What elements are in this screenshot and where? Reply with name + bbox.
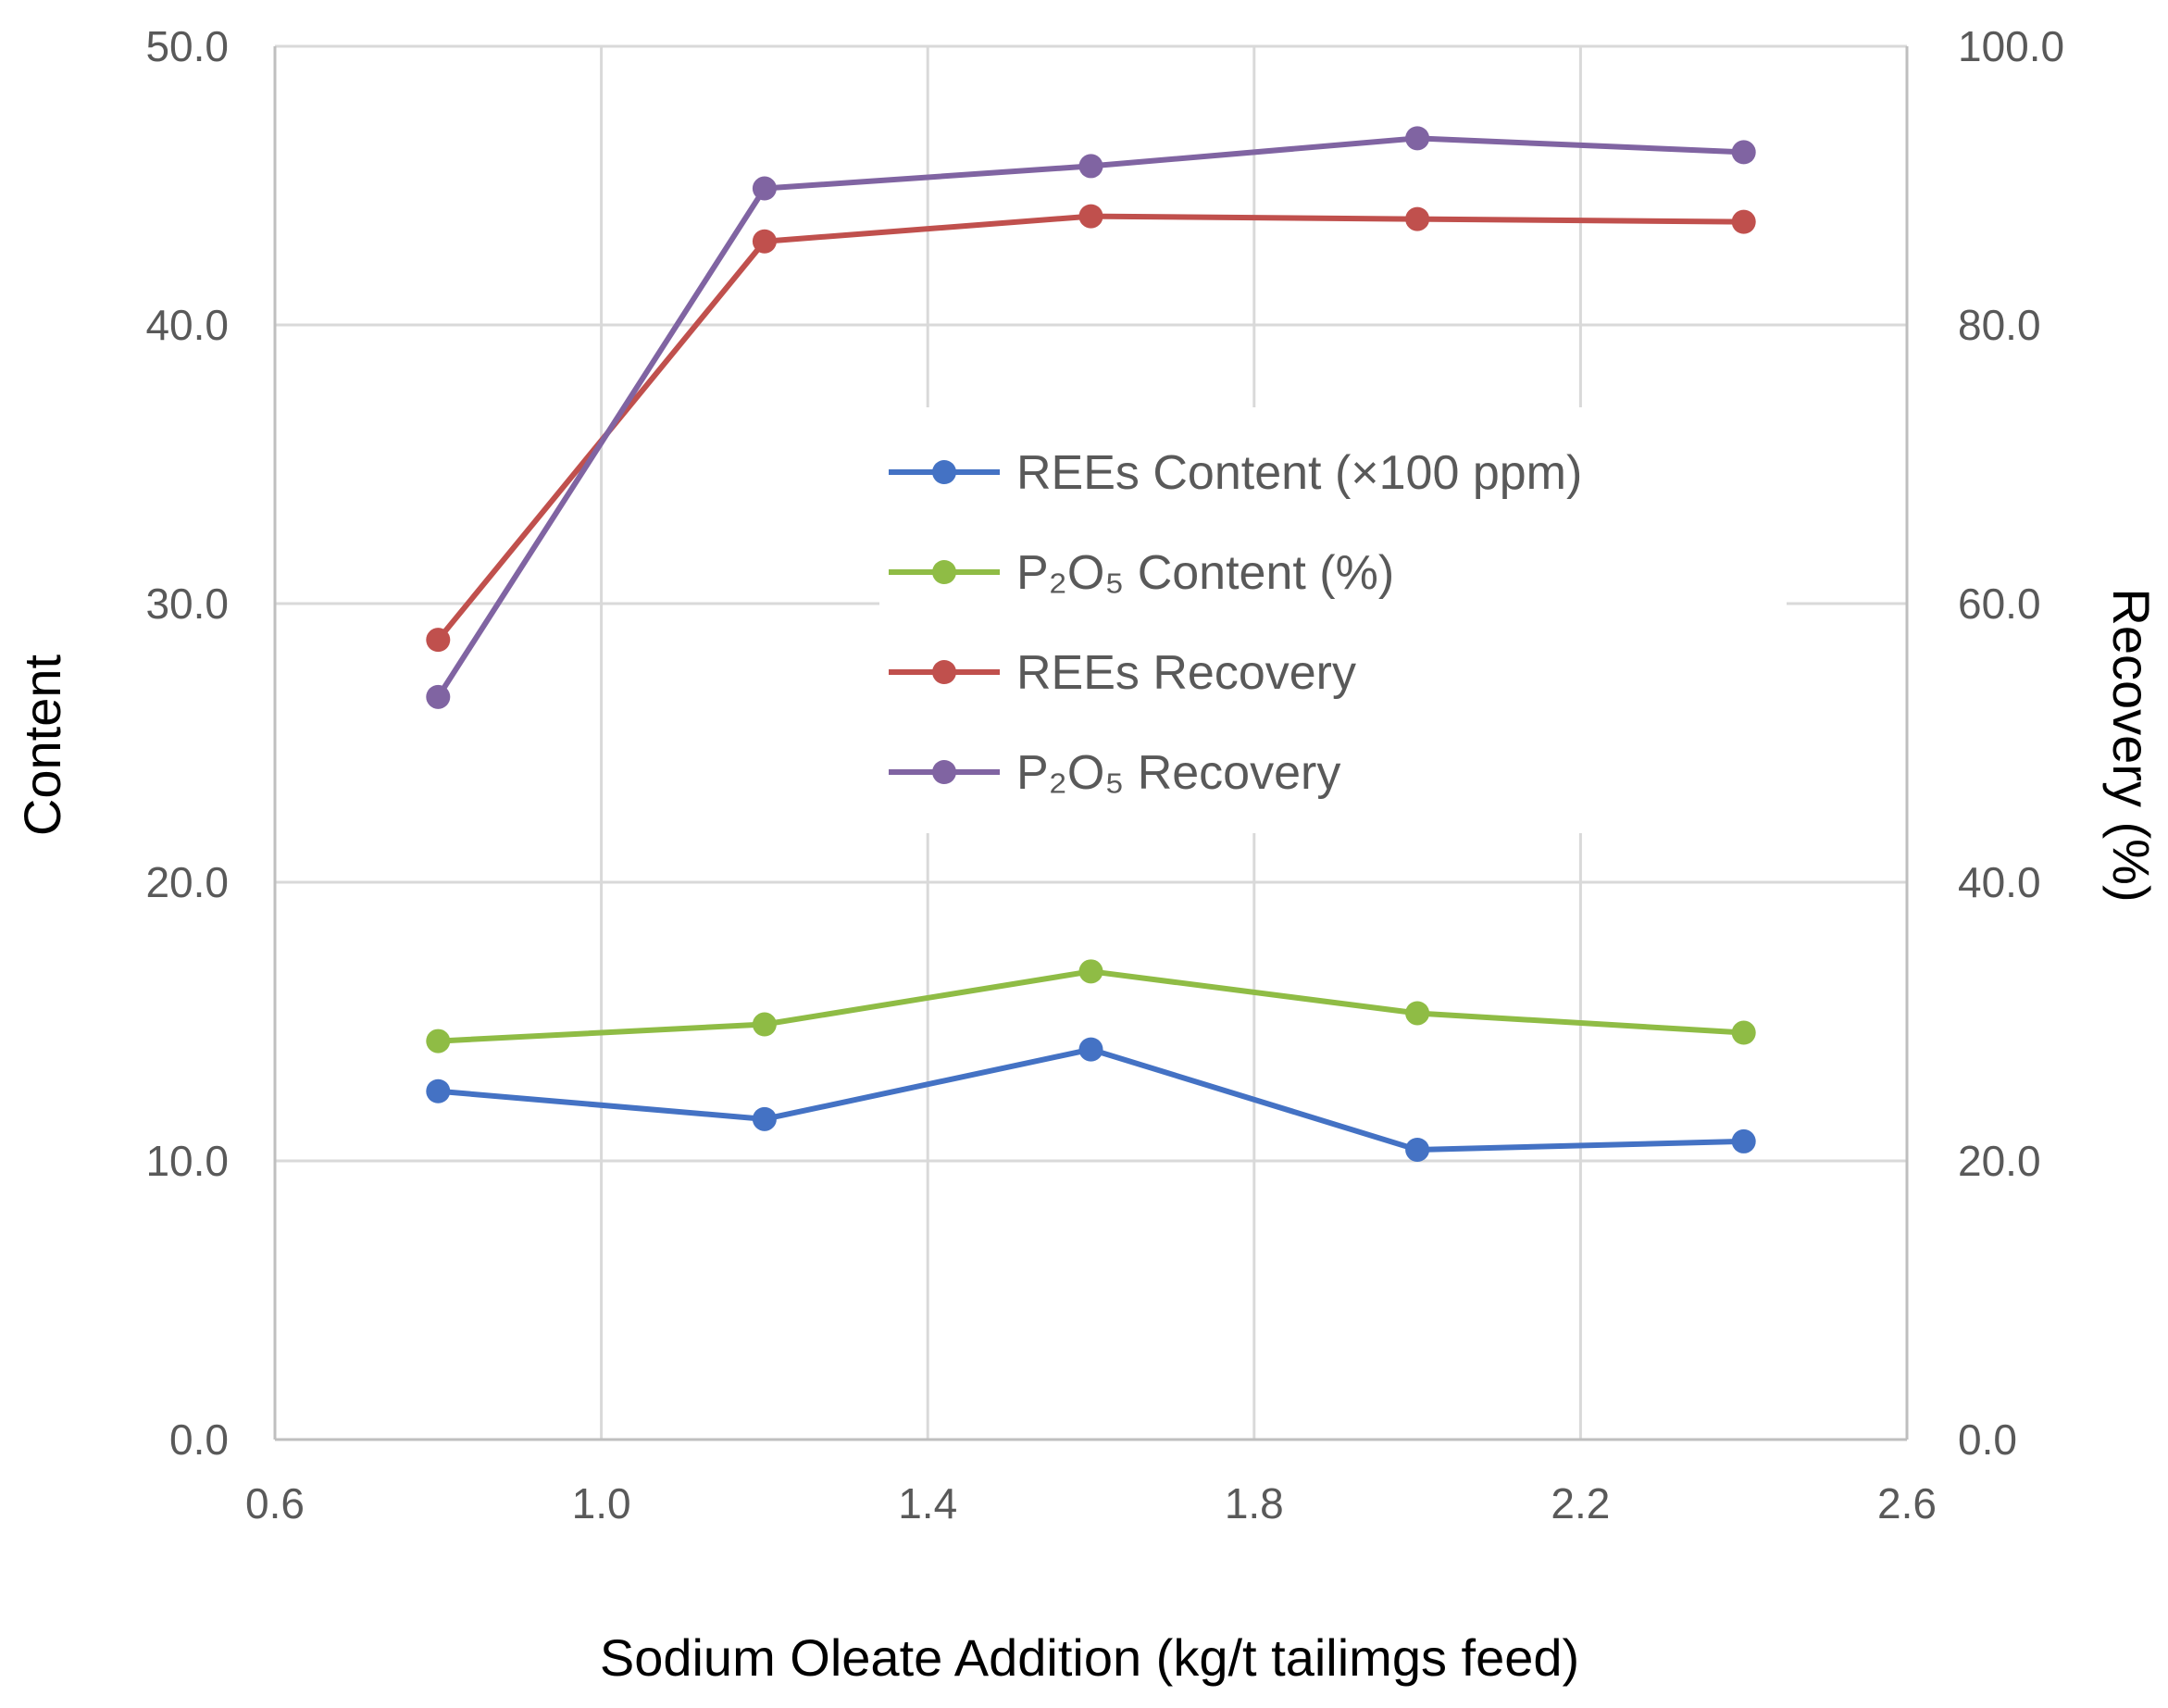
legend-entry-2: REEs Recovery (889, 646, 1356, 700)
legend-swatch-marker (932, 460, 956, 484)
data-point (426, 1078, 451, 1103)
x-tick-labels: 0.6 1.0 1.4 1.8 2.2 2.6 (245, 1479, 1937, 1527)
y-tick-label: 50.0 (145, 22, 229, 70)
data-point (1731, 140, 1756, 165)
y-tick-label: 0.0 (169, 1415, 229, 1464)
legend-label: P₂O₅ Content (%) (1016, 546, 1394, 600)
data-point (752, 1106, 777, 1131)
series-line (438, 1046, 1744, 1153)
data-point (1405, 206, 1430, 231)
legend-label: P₂O₅ Recovery (1016, 746, 1340, 800)
gridlines (275, 44, 1907, 1440)
y-tick-label: 10.0 (145, 1137, 229, 1185)
x-axis-label: Sodium Oleate Addition (kg/t tailimgs fe… (600, 1628, 1579, 1687)
series-1 (426, 959, 1756, 1053)
legend-background (879, 407, 1787, 833)
y2-tick-label: 20.0 (1958, 1137, 2041, 1185)
data-point (1731, 209, 1756, 234)
legend-label: REEs Recovery (1016, 646, 1356, 700)
x-tick-label: 2.6 (1877, 1479, 1937, 1527)
x-tick-label: 1.8 (1225, 1479, 1284, 1527)
axes (273, 46, 1909, 1441)
y-tick-label: 30.0 (145, 580, 229, 628)
legend-swatch-marker (932, 560, 956, 584)
x-tick-label: 2.2 (1551, 1479, 1610, 1527)
data-point (426, 684, 451, 709)
legend-entry-3: P₂O₅ Recovery (889, 746, 1340, 800)
legend-entry-1: P₂O₅ Content (%) (889, 546, 1394, 600)
y-axis-label: Content (13, 654, 71, 836)
y-tick-label: 40.0 (145, 301, 229, 349)
data-point (1731, 1128, 1756, 1153)
y2-tick-label: 0.0 (1958, 1415, 2017, 1464)
data-point (1078, 959, 1103, 984)
legend-label: REEs Content (×100 ppm) (1016, 446, 1582, 500)
x-tick-label: 0.6 (245, 1479, 305, 1527)
data-point (1731, 1020, 1756, 1045)
data-point (1078, 204, 1103, 229)
legend-swatch-marker (932, 760, 956, 784)
x-tick-label: 1.4 (898, 1479, 957, 1527)
data-point (1078, 154, 1103, 179)
x-tick-label: 1.0 (572, 1479, 631, 1527)
data-point (1405, 1001, 1430, 1026)
series-0 (426, 1037, 1756, 1162)
data-point (1405, 1137, 1430, 1162)
y2-tick-label: 100.0 (1958, 22, 2064, 70)
data-point (426, 628, 451, 653)
legend-entry-0: REEs Content (×100 ppm) (889, 446, 1582, 500)
y2-tick-label: 40.0 (1958, 858, 2041, 906)
data-point (752, 1012, 777, 1037)
y2-tick-label: 80.0 (1958, 301, 2041, 349)
data-point (426, 1029, 451, 1053)
legend-box (879, 407, 1787, 833)
y2-axis-label: Recovery (%) (2102, 588, 2161, 902)
y-tick-label: 20.0 (145, 858, 229, 906)
series-2 (426, 204, 1756, 653)
y-tick-labels: 0.0 10.0 20.0 30.0 40.0 50.0 (145, 22, 229, 1464)
series-3 (426, 126, 1756, 709)
data-point (1078, 1037, 1103, 1062)
y2-tick-label: 60.0 (1958, 580, 2041, 628)
legend-swatch-marker (932, 660, 956, 684)
y2-tick-labels: 0.0 20.0 40.0 60.0 80.0 100.0 (1958, 22, 2064, 1464)
data-point (752, 176, 777, 201)
legend: REEs Content (×100 ppm) P₂O₅ Content (%) R… (889, 446, 1582, 800)
data-point (1405, 126, 1430, 151)
series-group (426, 126, 1756, 1162)
data-point (752, 229, 777, 254)
